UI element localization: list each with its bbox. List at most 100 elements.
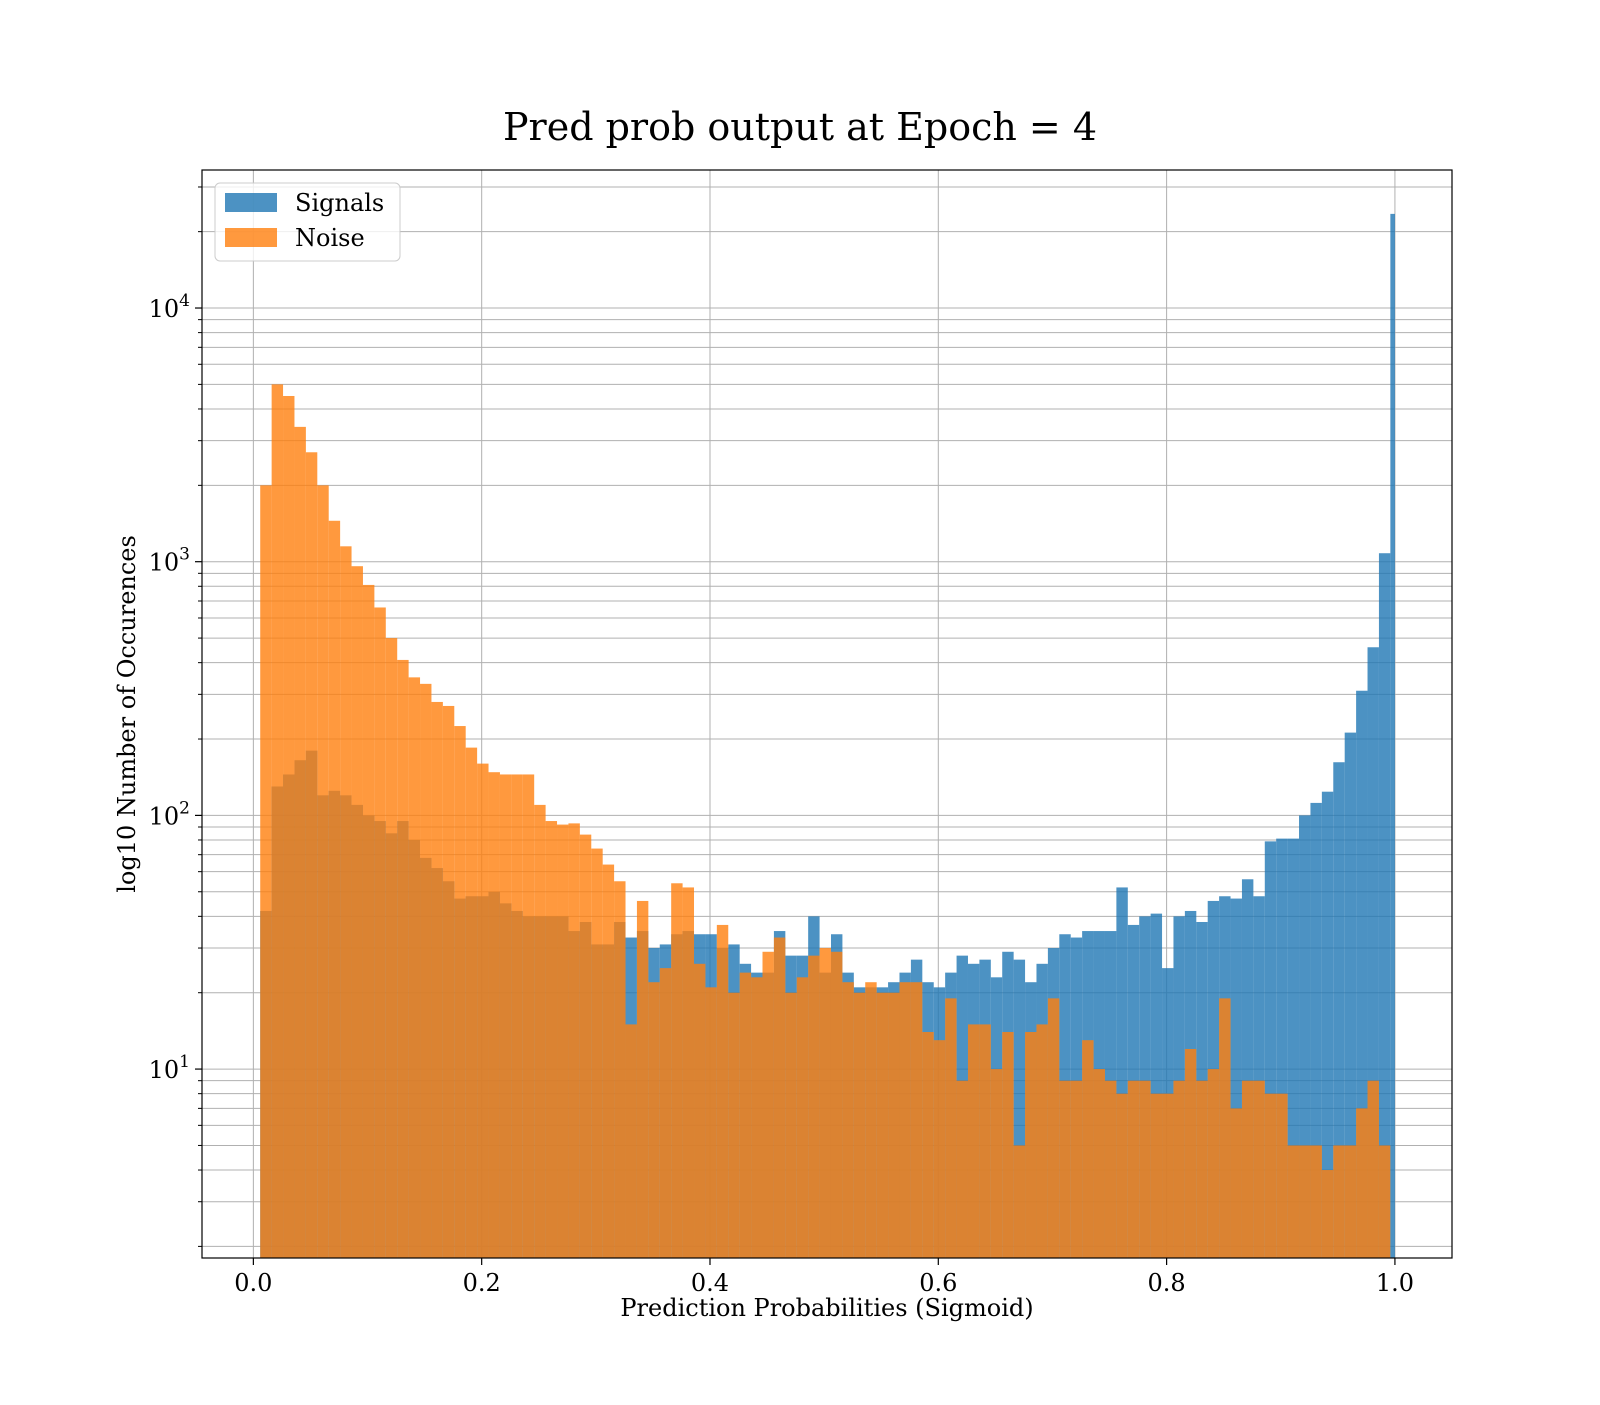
histogram-bar-noise [591,848,603,1258]
histogram-bar-noise [317,485,329,1258]
histogram-bar-noise [397,659,409,1258]
histogram-bar-noise [636,900,649,1258]
histogram-bar-noise [1059,1080,1071,1258]
histogram-bar-noise [967,1024,980,1258]
histogram-bar-noise [385,638,398,1258]
histogram-bar-noise [442,705,455,1258]
histogram-bar-signals [1344,732,1357,1258]
histogram-bar-noise [922,1032,934,1258]
y-axis-ticks: 101 102 103 104 [149,186,202,1247]
legend-swatch-noise [225,228,277,247]
histogram-bar-noise [579,834,592,1258]
histogram-bar-noise [488,772,500,1258]
histogram-bar-noise [819,948,831,1258]
y-tick-label: 101 [149,1052,190,1084]
histogram-bar-noise [671,883,683,1258]
histogram-bar-signals [1390,213,1395,1258]
histogram-bar-noise [728,992,740,1258]
histogram-bar-noise [614,881,626,1258]
histogram-bar-noise [420,683,432,1258]
histogram-bar-noise [1173,1080,1185,1258]
histogram-bar-noise [705,987,717,1258]
histogram-bar-noise [340,546,352,1258]
histogram-bar-noise [511,774,523,1258]
histogram-bar-noise [830,951,843,1258]
histogram-bar-noise [1287,1145,1300,1258]
histogram-bar-noise [294,426,306,1258]
histogram-bar-noise [431,701,443,1258]
histogram-bar-noise [465,747,478,1258]
histogram-bar-noise [694,963,706,1258]
histogram-bar-noise [1299,1145,1311,1258]
histogram-bar-noise [865,982,877,1258]
histogram-bar-noise [477,763,489,1258]
histogram-bar-noise [751,977,763,1258]
histogram-bar-signals [1378,553,1391,1258]
histogram-bar-noise [1219,998,1231,1258]
x-tick-label: 1.0 [1376,1269,1414,1297]
histogram-bar-noise [454,726,466,1258]
histogram-bar-noise [1162,1093,1174,1258]
chart-title: Pred prob output at Epoch = 4 [503,105,1097,149]
histogram-bar-noise [1310,1145,1322,1258]
plot-frame [201,169,1453,1259]
histogram-bar-noise [1116,1093,1128,1258]
x-tick-label: 0.0 [234,1269,272,1297]
histogram-bar-signals [1299,815,1311,1258]
histogram-bar-noise [956,1080,968,1258]
histogram-bar-noise [1093,1069,1105,1258]
histogram-bar-noise [625,1024,637,1258]
histogram-bar-noise [283,395,295,1258]
histogram-bar-noise [545,821,558,1258]
histogram-bar-signals [1287,838,1300,1258]
histogram-bar-noise [362,584,375,1258]
x-tick-label: 0.4 [691,1269,729,1297]
histogram-bar-signals [1367,647,1379,1258]
histogram-bar-noise [773,937,786,1258]
y-axis-label: log10 Number of Occurences [113,535,141,893]
histogram-bar-noise [1002,1032,1014,1258]
histogram-bar-noise [374,607,386,1258]
histogram-bar-signals [1230,898,1242,1258]
histogram-bar-noise [602,864,615,1258]
series-noise [260,384,1391,1259]
histogram-bar-noise [1184,1048,1197,1258]
histogram-bar-noise [1276,1093,1288,1258]
histogram-bar-noise [899,982,911,1258]
histogram-bar-noise [796,977,809,1258]
histogram-bar-noise [408,677,421,1258]
histogram-bar-noise [1036,1024,1048,1258]
histogram-bar-noise [1025,1032,1037,1258]
histogram-bar-noise [1321,1170,1334,1258]
histogram-bar-noise [534,804,546,1258]
x-tick-label: 0.8 [1148,1269,1186,1297]
histogram-bar-noise [910,982,923,1258]
histogram-bar-noise [1367,1080,1379,1258]
histogram-bar-noise [888,992,900,1258]
histogram-bar-signals [1356,690,1368,1258]
y-tick-label: 104 [149,291,190,323]
histogram-bar-noise [1241,1080,1254,1258]
x-axis-label: Prediction Probabilities (Sigmoid) [620,1294,1033,1322]
histogram-bar-noise [1253,1080,1265,1258]
histogram-bar-noise [1047,998,1060,1258]
legend-label-noise: Noise [295,224,365,252]
legend-swatch-signals [225,193,277,212]
histogram-bar-noise [499,774,512,1258]
histogram-bar-noise [945,998,957,1258]
histogram-bar-noise [260,485,272,1258]
histogram-bars [260,213,1395,1259]
histogram-bar-noise [305,452,318,1258]
histogram-bar-noise [842,982,854,1258]
histogram-bar-noise [1264,1093,1277,1258]
histogram-bar-noise [1013,1145,1026,1258]
histogram-bar-noise [1207,1069,1220,1258]
x-tick-label: 0.2 [463,1269,501,1297]
histogram-bar-noise [853,992,866,1258]
histogram-bar-noise [648,982,660,1258]
histogram-bar-signals [1264,841,1277,1258]
histogram-bar-signals [1253,896,1265,1258]
histogram-bar-noise [568,823,580,1258]
